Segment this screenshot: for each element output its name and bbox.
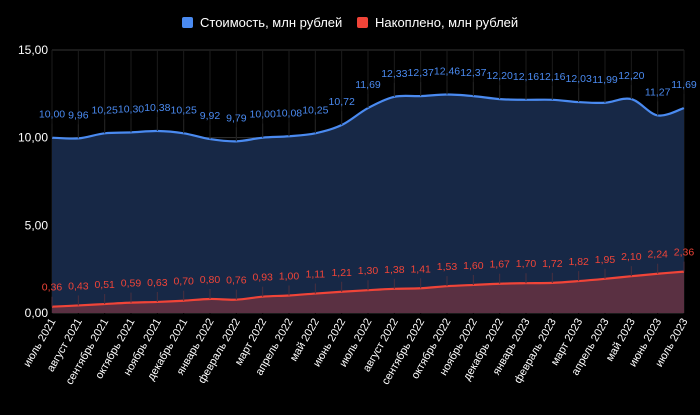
data-label: 11,69	[671, 79, 697, 91]
data-label: 10,00	[250, 109, 276, 121]
data-label: 10,25	[171, 104, 197, 116]
data-label: 0,51	[94, 279, 115, 291]
data-label: 0,93	[252, 272, 273, 284]
data-label: 10,08	[276, 107, 302, 119]
legend: Стоимость, млн рублей Накоплено, млн рубл…	[182, 15, 518, 30]
legend-swatch	[182, 17, 193, 28]
legend-swatch	[357, 17, 368, 28]
y-tick-label: 5,00	[25, 218, 49, 232]
data-label: 1,70	[516, 258, 537, 270]
data-label: 9,96	[68, 109, 89, 121]
y-tick-label: 0,00	[25, 306, 49, 320]
data-label: 1,11	[305, 269, 325, 281]
data-label: 1,38	[384, 264, 405, 276]
data-label: 1,72	[542, 258, 563, 270]
legend-label: Стоимость, млн рублей	[200, 15, 342, 30]
data-label: 11,27	[645, 86, 671, 98]
data-label: 12,46	[434, 66, 460, 78]
data-label: 1,21	[331, 267, 352, 279]
data-label: 12,33	[381, 68, 407, 80]
data-label: 1,60	[463, 260, 484, 272]
data-label: 12,37	[408, 67, 434, 79]
data-label: 12,03	[566, 73, 592, 85]
data-label: 0,76	[226, 275, 247, 287]
data-label: 0,43	[68, 280, 89, 292]
data-label: 10,72	[329, 96, 355, 108]
data-label: 11,99	[592, 74, 618, 86]
data-label: 12,20	[487, 70, 513, 82]
data-label: 10,30	[118, 103, 144, 115]
data-label: 12,37	[460, 67, 486, 79]
legend-label: Накоплено, млн рублей	[375, 15, 518, 30]
data-label: 10,25	[302, 104, 328, 116]
data-label: 2,24	[647, 249, 668, 261]
data-label: 0,70	[173, 276, 194, 288]
data-label: 1,67	[489, 259, 510, 271]
data-label: 1,95	[595, 254, 616, 266]
data-label: 9,79	[226, 112, 247, 124]
data-label: 10,25	[92, 104, 118, 116]
data-label: 12,20	[618, 70, 644, 82]
y-tick-label: 10,00	[18, 131, 48, 145]
data-label: 1,30	[358, 265, 379, 277]
data-label: 1,82	[568, 256, 589, 268]
series-area-2	[52, 271, 684, 313]
series-area-1	[52, 94, 684, 313]
data-label: 12,16	[513, 71, 539, 83]
data-label: 12,16	[539, 71, 565, 83]
data-label: 9,92	[200, 110, 221, 122]
data-label: 1,00	[279, 270, 300, 282]
data-label: 1,41	[410, 263, 431, 275]
data-label: 11,69	[355, 79, 381, 91]
data-label: 0,59	[121, 278, 142, 290]
data-label: 2,10	[621, 251, 642, 263]
data-label: 2,36	[674, 247, 695, 259]
data-label: 10,00	[39, 109, 65, 121]
data-label: 0,63	[147, 277, 168, 289]
data-label: 0,36	[42, 282, 63, 294]
data-label: 10,38	[144, 102, 170, 114]
data-label: 1,53	[437, 261, 458, 273]
data-label: 0,80	[200, 274, 221, 286]
y-tick-label: 15,00	[18, 43, 48, 57]
